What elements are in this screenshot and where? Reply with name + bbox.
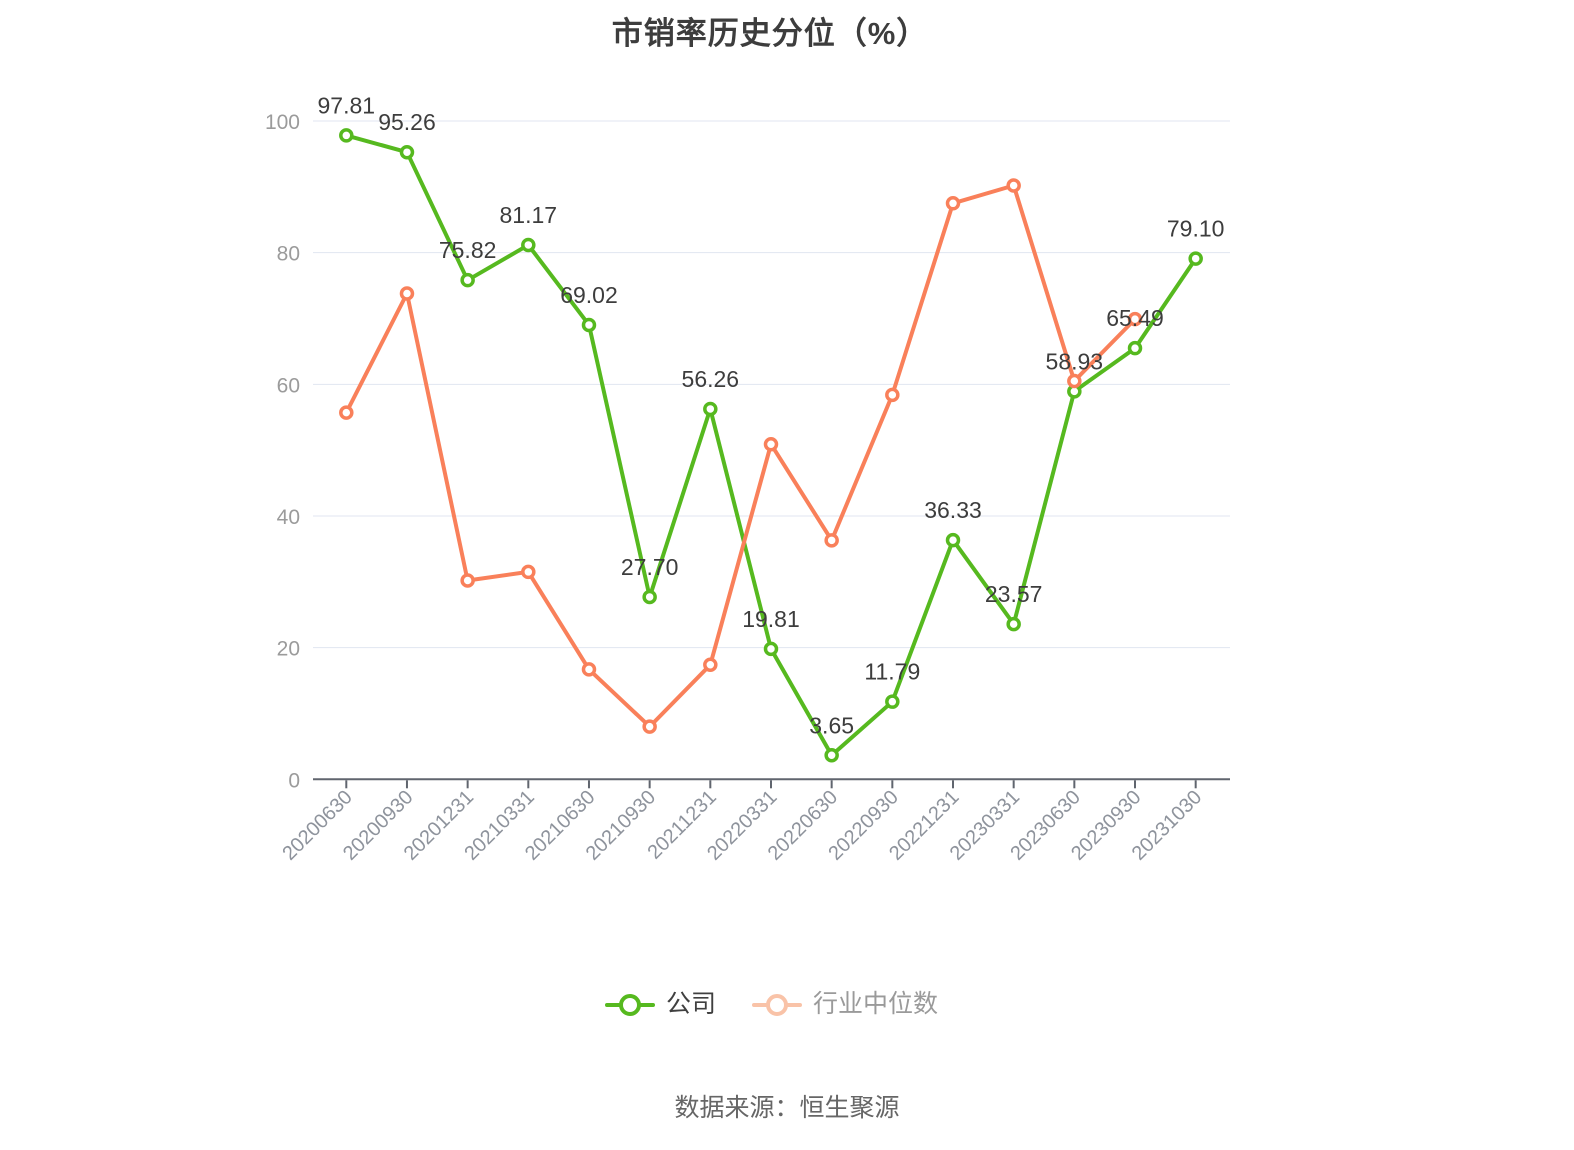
chart-title: 市销率历史分位（%） (611, 16, 929, 51)
company-point (1006, 616, 1021, 632)
industry-median-line-marker-icon (752, 993, 802, 1016)
company-value-label: 36.33 (924, 497, 982, 523)
company-point (399, 144, 415, 160)
industry-median-point (763, 436, 779, 452)
legend-label-company: 公司 (665, 990, 716, 1018)
company-point (642, 589, 657, 605)
industry-median-point (521, 564, 536, 580)
industry-median-point (399, 286, 415, 301)
y-axis-label: 20 (277, 638, 300, 661)
company-value-label: 75.82 (439, 237, 497, 263)
company-point (581, 317, 597, 333)
data-source-note: 数据来源：恒生聚源 (674, 1094, 900, 1122)
company-value-label: 56.26 (682, 366, 740, 392)
company-point (824, 748, 839, 763)
company-point (339, 128, 354, 143)
company-value-label: 69.02 (560, 282, 618, 308)
legend-item-company[interactable]: 公司 (604, 990, 716, 1018)
industry-median-point (703, 657, 718, 673)
y-axis-label: 100 (265, 111, 300, 134)
industry-median-point (1006, 178, 1021, 193)
company-value-label: 65.49 (1106, 305, 1164, 331)
company-point (703, 401, 718, 417)
company-value-label: 95.26 (378, 109, 436, 135)
company-value-label: 81.17 (500, 202, 558, 228)
company-value-label: 58.93 (1046, 348, 1104, 374)
industry-median-marker-ring (766, 993, 788, 1016)
legend-label-industry-median: 行业中位数 (813, 990, 939, 1018)
y-axis-label: 40 (277, 506, 300, 529)
company-marker-ring (618, 993, 641, 1016)
company-point (1188, 251, 1203, 266)
company-point (885, 694, 900, 709)
industry-median-point (824, 533, 839, 548)
legend-item-industry-median[interactable]: 行业中位数 (752, 992, 938, 1017)
company-point (521, 237, 536, 253)
industry-median-point (581, 662, 597, 677)
industry-median-point (1127, 311, 1143, 327)
company-point (763, 641, 779, 657)
legend: 公司 行业中位数 (0, 992, 1543, 1017)
industry-median-point (1067, 373, 1082, 389)
industry-median-point (945, 196, 961, 211)
company-point (1127, 340, 1143, 356)
company-point (945, 532, 961, 548)
company-value-label: 97.81 (318, 92, 376, 118)
industry-median-point (339, 405, 354, 420)
y-axis-label: 60 (277, 374, 300, 397)
industry-median-point (460, 573, 475, 588)
company-value-label: 27.70 (621, 554, 679, 580)
company-point (460, 272, 475, 288)
industry-median-line (344, 183, 1137, 729)
company-value-label: 19.81 (742, 606, 800, 632)
company-value-label: 3.65 (809, 712, 854, 738)
company-line-marker-icon (604, 993, 655, 1016)
y-axis-label: 80 (277, 243, 300, 266)
industry-median-point (885, 387, 900, 403)
y-axis-label: 0 (288, 769, 300, 792)
industry-median-point (642, 719, 657, 734)
company-value-label: 79.10 (1167, 216, 1225, 242)
company-value-label: 23.57 (985, 581, 1043, 607)
company-value-label: 11.79 (864, 659, 920, 685)
